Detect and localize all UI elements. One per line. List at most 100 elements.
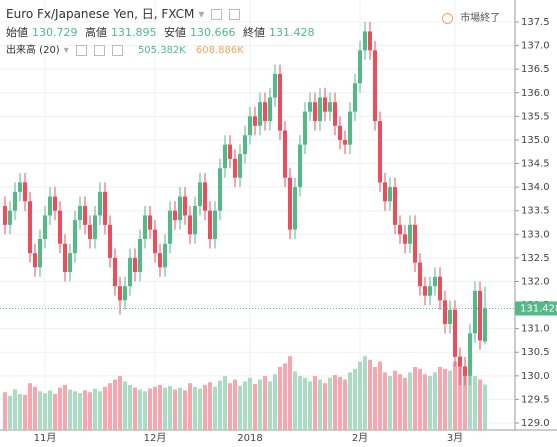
volume-bar (198, 388, 202, 430)
hide-button[interactable] (93, 44, 105, 56)
y-tick-label: 129.0 (521, 418, 550, 429)
volume-bar (128, 385, 132, 430)
candle-body (68, 253, 72, 273)
volume-bar (23, 394, 27, 430)
close-value: 131.428 (269, 26, 315, 39)
y-tick-label: 136.0 (521, 88, 550, 99)
volume-bar (63, 385, 67, 430)
volume-bar (193, 386, 197, 430)
candle-body (198, 182, 202, 206)
volume-bar (38, 391, 42, 430)
close-label: 終値 (243, 26, 265, 39)
candle-body (178, 196, 182, 221)
y-tick-label: 134.0 (521, 182, 550, 193)
volume-bar (183, 390, 187, 430)
candle-body (293, 187, 297, 230)
x-tick-label: 2月 (352, 432, 368, 444)
volume-bar (368, 359, 372, 430)
volume-bar (273, 374, 277, 430)
volume-bar (263, 376, 267, 430)
candle-body (208, 210, 212, 240)
dropdown-icon[interactable]: ▾ (63, 45, 69, 56)
y-tick-label: 134.5 (521, 159, 550, 170)
volume-bar (448, 370, 452, 430)
volume-bar (68, 389, 72, 430)
x-tick-label: 12月 (144, 432, 167, 444)
candle-body (468, 333, 472, 376)
volume-bar (233, 379, 237, 430)
volume-bar (318, 379, 322, 430)
volume-bar (343, 379, 347, 430)
candle-body (343, 139, 347, 145)
candle-body (373, 50, 377, 122)
candle-body (368, 31, 372, 51)
candle-body (108, 224, 112, 258)
volume-bar (53, 394, 57, 430)
low-value: 130.666 (190, 26, 236, 39)
candle-body (103, 191, 107, 225)
volume-bar (8, 395, 12, 430)
volume-bar (178, 387, 182, 430)
candle-body (363, 31, 367, 51)
x-tick-label: 3月 (447, 432, 463, 444)
candle-body (243, 135, 247, 155)
status-text: 市場終了 (460, 13, 501, 24)
plot-background (0, 0, 515, 447)
volume-bar (428, 376, 432, 430)
volume-bar (288, 356, 292, 430)
volume-bar (108, 383, 112, 430)
volume-bar (113, 379, 117, 430)
y-tick-label: 135.0 (521, 135, 550, 146)
volume-bar (328, 377, 332, 430)
volume-bar (278, 367, 282, 430)
last-price-tag (515, 301, 557, 316)
ohlc-row: 始値 130.729 高値 131.895 安値 130.666 終値 131.428 (6, 24, 319, 40)
volume-bar (103, 386, 107, 430)
open-value: 130.729 (32, 26, 78, 39)
y-tick-label: 131.0 (521, 324, 550, 335)
volume-bar (408, 372, 412, 430)
volume-bar (163, 387, 167, 430)
volume-bar (283, 363, 287, 430)
candle-body (378, 121, 382, 183)
volume-bar (323, 383, 327, 430)
candle-body (213, 210, 217, 240)
volume-bar (378, 361, 382, 430)
y-tick-label: 133.5 (521, 206, 550, 217)
y-tick-label: 135.5 (521, 111, 550, 122)
candle-body (348, 111, 352, 145)
candle-body (238, 154, 242, 178)
volume-bar (18, 394, 22, 430)
volume-bar (308, 381, 312, 430)
candle-body (153, 229, 157, 254)
volume-bar (398, 374, 402, 430)
volume-bar (298, 376, 302, 430)
volume-bar (423, 374, 427, 430)
high-label: 高値 (85, 26, 107, 39)
candle-body (298, 144, 302, 188)
volume-bar (98, 391, 102, 430)
volume-bar (413, 367, 417, 430)
candle-body (388, 187, 392, 202)
status-icon (442, 12, 453, 24)
settings-button[interactable] (211, 9, 223, 20)
settings-button[interactable] (75, 44, 87, 56)
volume-bar (133, 387, 137, 430)
candle-body (83, 205, 87, 225)
candle-body (478, 290, 482, 341)
dropdown-icon[interactable]: ▾ (198, 7, 205, 21)
candle-body (78, 205, 82, 221)
close-button[interactable] (111, 44, 123, 56)
candle-body (333, 102, 337, 126)
candle-body (73, 220, 77, 254)
candle-body (383, 182, 387, 202)
candle-body (43, 215, 47, 240)
hide-button[interactable] (229, 9, 241, 20)
volume-row: 出来高 (20) ▾ 505.382K 608.886K (6, 41, 248, 56)
candle-body (463, 366, 467, 376)
candle-body (48, 196, 52, 216)
candle-body (173, 210, 177, 221)
volume-bar (253, 384, 257, 430)
